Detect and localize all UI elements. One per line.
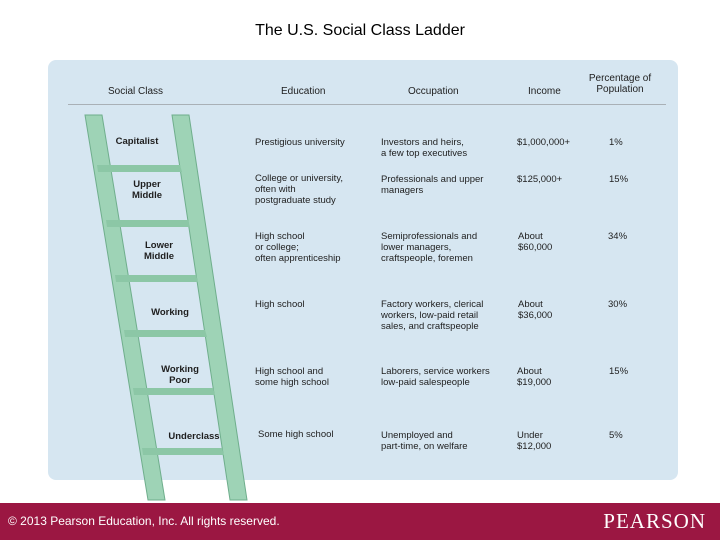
ladder-left-rail <box>84 114 166 501</box>
class-label: Capitalist <box>115 136 159 147</box>
ladder-rung <box>124 330 207 337</box>
ladder-rung <box>97 165 182 172</box>
percentage-cell: 15% <box>609 366 629 377</box>
income-cell: $125,000+ <box>517 174 563 185</box>
header-divider <box>68 104 666 105</box>
percentage-cell: 1% <box>609 137 623 148</box>
percentage-cell: 34% <box>608 231 628 242</box>
footer-bar: © 2013 Pearson Education, Inc. All right… <box>0 503 720 540</box>
income-cell: $1,000,000+ <box>517 137 571 148</box>
education-cell: College or university, often with postgr… <box>255 173 344 206</box>
income-cell: About $36,000 <box>518 299 553 321</box>
ladder-right-rail <box>171 114 248 501</box>
header-income: Income <box>528 86 561 97</box>
class-label: Upper Middle <box>131 179 163 201</box>
ladder-rung <box>133 388 215 395</box>
ladder-rung <box>115 275 198 282</box>
table-panel <box>48 60 678 480</box>
header-occupation: Occupation <box>408 86 459 97</box>
class-label: Underclass <box>168 431 220 442</box>
ladder-rung <box>142 448 224 455</box>
percentage-cell: 30% <box>608 299 628 310</box>
education-cell: High school and some high school <box>255 366 329 388</box>
class-label: Working Poor <box>161 364 199 386</box>
occupation-cell: Factory workers, clerical workers, low-p… <box>381 299 484 332</box>
income-cell: About $60,000 <box>518 231 553 253</box>
ladder-rung <box>106 220 190 227</box>
occupation-cell: Semiprofessionals and lower managers, cr… <box>381 231 478 264</box>
header-percentage: Percentage of Population <box>588 73 652 95</box>
education-cell: Some high school <box>258 429 334 440</box>
pearson-logo: PEARSON <box>603 509 706 533</box>
header-education: Education <box>281 86 326 97</box>
income-cell: About $19,000 <box>517 366 552 388</box>
class-label: Lower Middle <box>143 240 175 262</box>
percentage-cell: 5% <box>609 430 623 441</box>
class-label: Working <box>151 307 189 318</box>
education-cell: High school or college; often apprentice… <box>255 231 341 264</box>
occupation-cell: Laborers, service workers low-paid sales… <box>381 366 490 388</box>
occupation-cell: Unemployed and part-time, on welfare <box>381 430 468 452</box>
percentage-cell: 15% <box>609 174 629 185</box>
slide-title: The U.S. Social Class Ladder <box>255 22 465 39</box>
education-cell: High school <box>255 299 305 310</box>
copyright-text: © 2013 Pearson Education, Inc. All right… <box>8 514 280 528</box>
education-cell: Prestigious university <box>255 137 345 148</box>
income-cell: Under $12,000 <box>517 430 552 452</box>
header-social-class: Social Class <box>108 86 164 97</box>
occupation-cell: Investors and heirs, a few top executive… <box>381 137 468 159</box>
occupation-cell: Professionals and upper managers <box>381 174 484 196</box>
